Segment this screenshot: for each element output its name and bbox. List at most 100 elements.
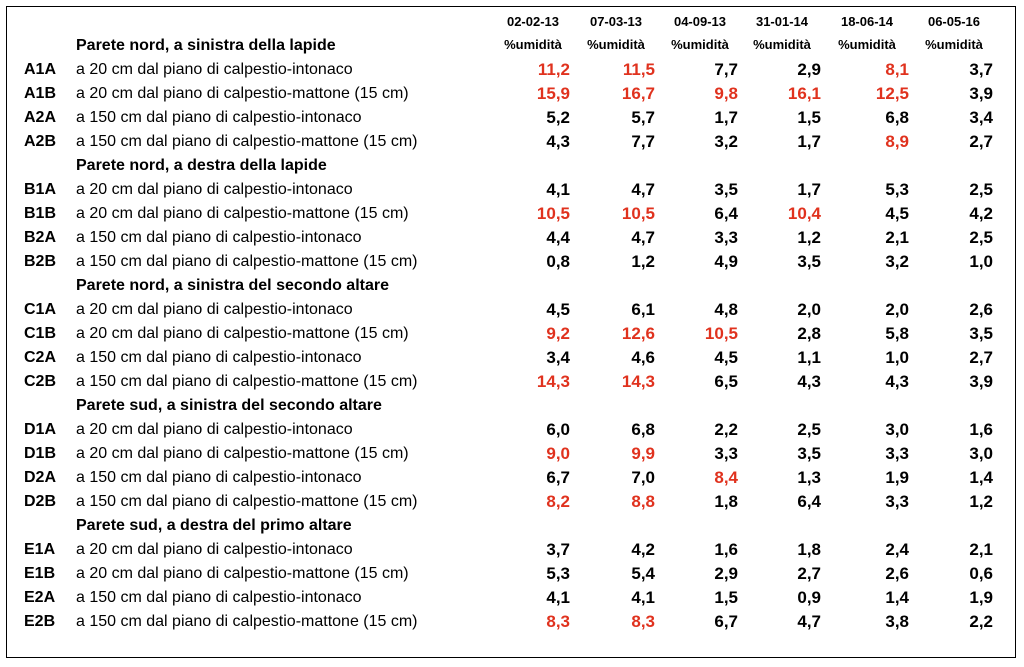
humidity-value: 1,4	[969, 468, 993, 487]
humidity-value: 3,0	[969, 444, 993, 463]
humidity-value: 4,5	[714, 348, 738, 367]
row-code: D1B	[24, 445, 57, 462]
humidity-value: 3,7	[969, 60, 993, 79]
humidity-value: 0,9	[797, 588, 821, 607]
humidity-value: 8,9	[885, 132, 909, 151]
humidity-value: 6,7	[714, 612, 738, 631]
column-date: 04-09-13	[673, 14, 727, 29]
humidity-value: 3,5	[797, 444, 821, 463]
humidity-value: 2,1	[885, 228, 909, 247]
row-code: B2A	[24, 229, 57, 246]
humidity-value: 2,7	[969, 132, 993, 151]
row-location: a 20 cm dal piano di calpestio-mattone (…	[76, 325, 409, 342]
row-code: B2B	[24, 253, 57, 270]
humidity-value: 3,3	[885, 492, 909, 511]
humidity-value: 4,9	[714, 252, 738, 271]
row-code: E2A	[24, 589, 56, 606]
humidity-value: 2,7	[797, 564, 821, 583]
humidity-value: 5,3	[546, 564, 570, 583]
humidity-value: 10,4	[787, 204, 821, 223]
humidity-value: 8,3	[546, 612, 570, 631]
humidity-value: 1,9	[969, 588, 993, 607]
row-location: a 150 cm dal piano di calpestio-mattone …	[76, 373, 418, 390]
humidity-value: 11,5	[622, 60, 655, 79]
humidity-value: 6,4	[797, 492, 821, 511]
humidity-value: 4,3	[546, 132, 570, 151]
row-code: C2A	[24, 349, 57, 366]
column-date: 31-01-14	[755, 14, 809, 29]
column-date: 07-03-13	[589, 14, 643, 29]
row-code: C2B	[24, 373, 57, 390]
row-location: a 20 cm dal piano di calpestio-mattone (…	[76, 205, 409, 222]
row-location: a 20 cm dal piano di calpestio-mattone (…	[76, 85, 409, 102]
group-title: Parete sud, a sinistra del secondo altar…	[76, 397, 382, 414]
row-location: a 20 cm dal piano di calpestio-mattone (…	[76, 565, 409, 582]
humidity-value: 1,8	[797, 540, 821, 559]
humidity-value: 7,7	[714, 60, 738, 79]
humidity-value: 7,0	[631, 468, 655, 487]
humidity-value: 3,3	[714, 228, 738, 247]
column-unit: %umidità	[504, 37, 562, 52]
humidity-value: 4,7	[797, 612, 821, 631]
humidity-value: 10,5	[704, 324, 738, 343]
row-code: A2A	[24, 109, 57, 126]
humidity-value: 2,0	[797, 300, 821, 319]
humidity-value: 5,2	[546, 108, 570, 127]
humidity-value: 2,4	[885, 540, 909, 559]
row-location: a 20 cm dal piano di calpestio-intonaco	[76, 61, 353, 78]
row-code: C1B	[24, 325, 57, 342]
humidity-value: 4,8	[714, 300, 738, 319]
humidity-value: 8,4	[714, 468, 738, 487]
humidity-value: 3,2	[714, 132, 738, 151]
humidity-value: 1,9	[885, 468, 909, 487]
humidity-value: 5,8	[885, 324, 909, 343]
row-location: a 150 cm dal piano di calpestio-intonaco	[76, 469, 362, 486]
humidity-value: 16,1	[787, 84, 821, 103]
row-code: E2B	[24, 613, 56, 630]
row-code: D2A	[24, 469, 57, 486]
group-title: Parete nord, a sinistra del secondo alta…	[76, 277, 389, 294]
humidity-value: 4,4	[546, 228, 570, 247]
humidity-value: 9,8	[714, 84, 738, 103]
humidity-value: 1,2	[631, 252, 655, 271]
humidity-value: 3,0	[885, 420, 909, 439]
row-code: C1A	[24, 301, 57, 318]
humidity-value: 9,9	[631, 444, 655, 463]
row-location: a 150 cm dal piano di calpestio-intonaco	[76, 589, 362, 606]
humidity-value: 6,8	[631, 420, 655, 439]
humidity-value: 12,5	[875, 84, 909, 103]
row-code: A1B	[24, 85, 57, 102]
humidity-value: 4,5	[546, 300, 570, 319]
row-code: D1A	[24, 421, 57, 438]
humidity-value: 1,5	[797, 108, 821, 127]
humidity-value: 1,4	[885, 588, 909, 607]
row-location: a 20 cm dal piano di calpestio-mattone (…	[76, 445, 409, 462]
humidity-value: 8,2	[546, 492, 570, 511]
humidity-value: 4,3	[797, 372, 821, 391]
row-location: a 150 cm dal piano di calpestio-mattone …	[76, 613, 418, 630]
humidity-value: 6,4	[714, 204, 738, 223]
humidity-value: 4,3	[885, 372, 909, 391]
humidity-value: 4,7	[631, 228, 655, 247]
group-title: Parete nord, a sinistra della lapide	[76, 37, 336, 54]
humidity-value: 6,5	[714, 372, 738, 391]
column-unit: %umidità	[925, 37, 983, 52]
humidity-value: 10,5	[536, 204, 570, 223]
humidity-value: 10,5	[621, 204, 655, 223]
column-unit: %umidità	[587, 37, 645, 52]
humidity-value: 3,8	[885, 612, 909, 631]
humidity-value: 1,7	[797, 132, 821, 151]
humidity-value: 2,9	[797, 60, 821, 79]
row-code: D2B	[24, 493, 57, 510]
humidity-value: 8,3	[631, 612, 655, 631]
row-code: E1B	[24, 565, 56, 582]
humidity-value: 3,9	[969, 84, 993, 103]
humidity-value: 15,9	[536, 84, 570, 103]
humidity-value: 0,8	[546, 252, 570, 271]
humidity-value: 9,2	[546, 324, 570, 343]
row-location: a 20 cm dal piano di calpestio-intonaco	[76, 301, 353, 318]
humidity-value: 6,7	[546, 468, 570, 487]
humidity-value: 1,5	[714, 588, 738, 607]
column-date: 02-02-13	[506, 14, 560, 29]
